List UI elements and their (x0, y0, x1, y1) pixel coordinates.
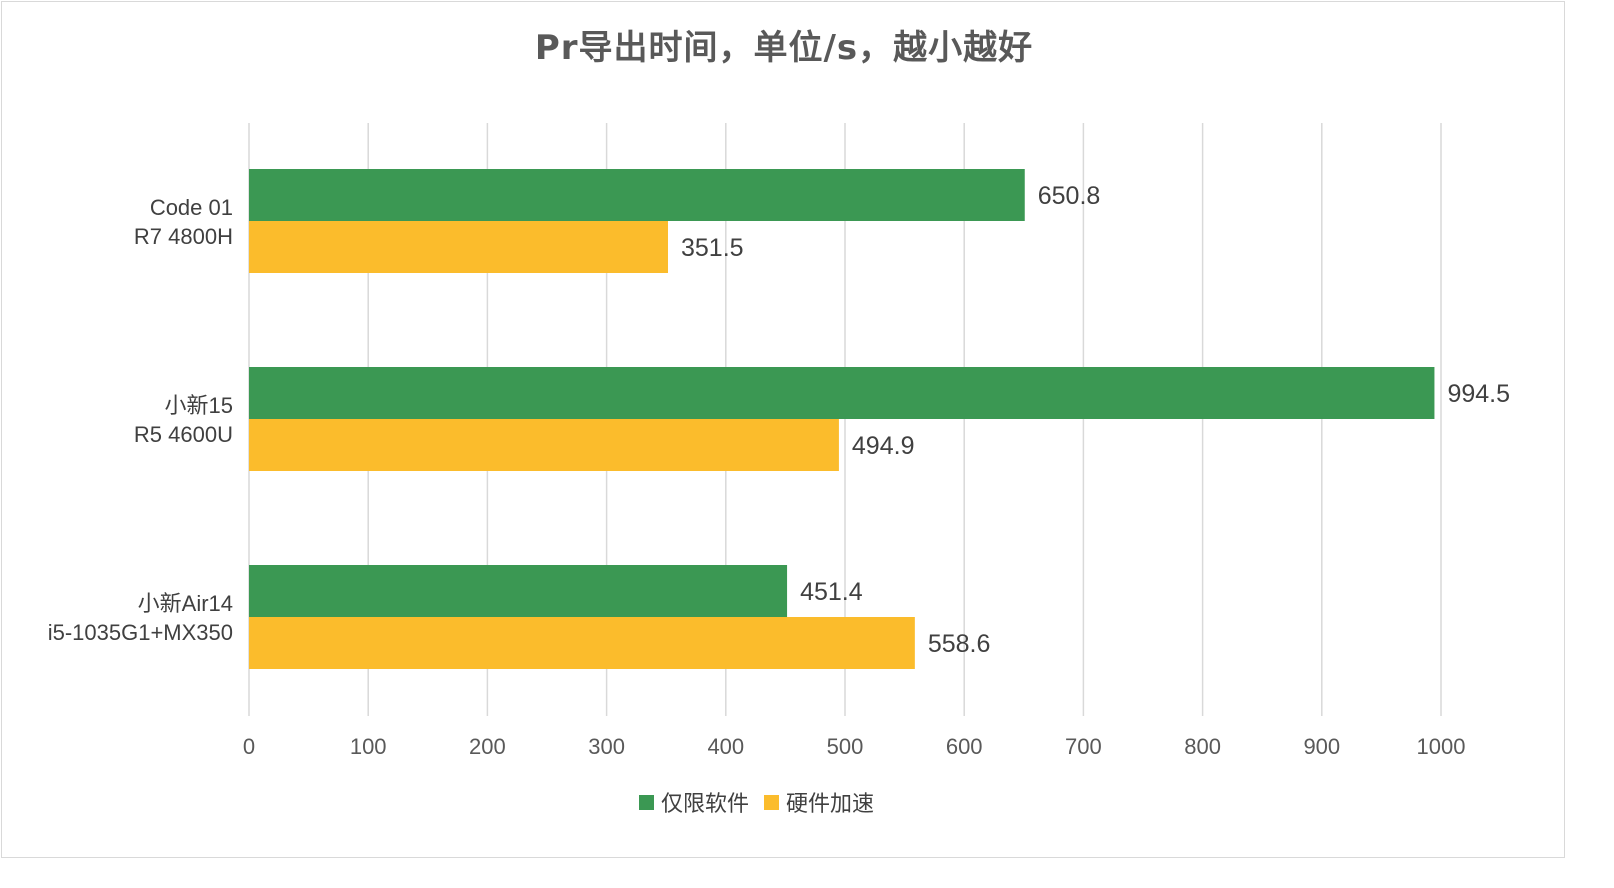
legend-label: 仅限软件 (661, 791, 749, 816)
legend-swatch (764, 795, 779, 810)
category-label: 小新Air14 i5-1035G1+MX350 (48, 591, 233, 645)
category-label-line: i5-1035G1+MX350 (48, 620, 233, 645)
category-label: Code 01 R7 4800H (134, 195, 233, 249)
bar-chart: 650.8 994.5 451.4 351.5 494.9 558.6 0 100 200 30… (48, 123, 1510, 816)
x-tick-label: 400 (707, 734, 744, 759)
x-tick-label: 100 (350, 734, 387, 759)
bar-software-1 (249, 367, 1435, 419)
bar-software-0 (249, 169, 1025, 221)
x-tick-label: 500 (827, 734, 864, 759)
bar-hardware-0 (249, 221, 668, 273)
data-label: 558.6 (928, 630, 991, 658)
bar-software-2 (249, 565, 788, 617)
category-label-line: R5 4600U (134, 422, 233, 447)
x-tick-label: 300 (588, 734, 625, 759)
category-label: 小新15 R5 4600U (134, 393, 233, 447)
data-label: 650.8 (1038, 182, 1101, 210)
category-label-line: 小新Air14 (138, 591, 233, 616)
bars: 650.8 994.5 451.4 351.5 494.9 558.6 (249, 169, 1510, 669)
data-label: 994.5 (1447, 380, 1510, 408)
bar-hardware-2 (249, 617, 915, 669)
legend: 仅限软件 硬件加速 (639, 791, 874, 816)
x-tick-label: 200 (469, 734, 506, 759)
data-label: 451.4 (800, 578, 863, 606)
category-label-line: R7 4800H (134, 224, 233, 249)
category-label-line: 小新15 (165, 393, 233, 418)
chart-title: Pr导出时间，单位/s，越小越好 (534, 28, 1034, 68)
legend-label: 硬件加速 (786, 791, 874, 816)
x-tick-label: 900 (1303, 734, 1340, 759)
category-label-line: Code 01 (150, 195, 233, 220)
legend-swatch (639, 795, 654, 810)
x-tick-label: 1000 (1417, 734, 1466, 759)
data-label: 494.9 (852, 432, 915, 460)
data-label: 351.5 (681, 234, 744, 262)
x-tick-label: 800 (1184, 734, 1221, 759)
y-axis-categories: Code 01 R7 4800H 小新15 R5 4600U 小新Air14 i5-103… (48, 195, 233, 645)
bar-hardware-1 (249, 419, 839, 471)
x-tick-label: 700 (1065, 734, 1102, 759)
x-axis-ticks: 0 100 200 300 400 500 600 700 800 900 1000 (243, 734, 1466, 759)
x-tick-label: 0 (243, 734, 255, 759)
x-tick-label: 600 (946, 734, 983, 759)
chart-frame: Pr导出时间，单位/s，越小越好 650.8 994.5 451.4 351.5 494… (1, 1, 1565, 858)
